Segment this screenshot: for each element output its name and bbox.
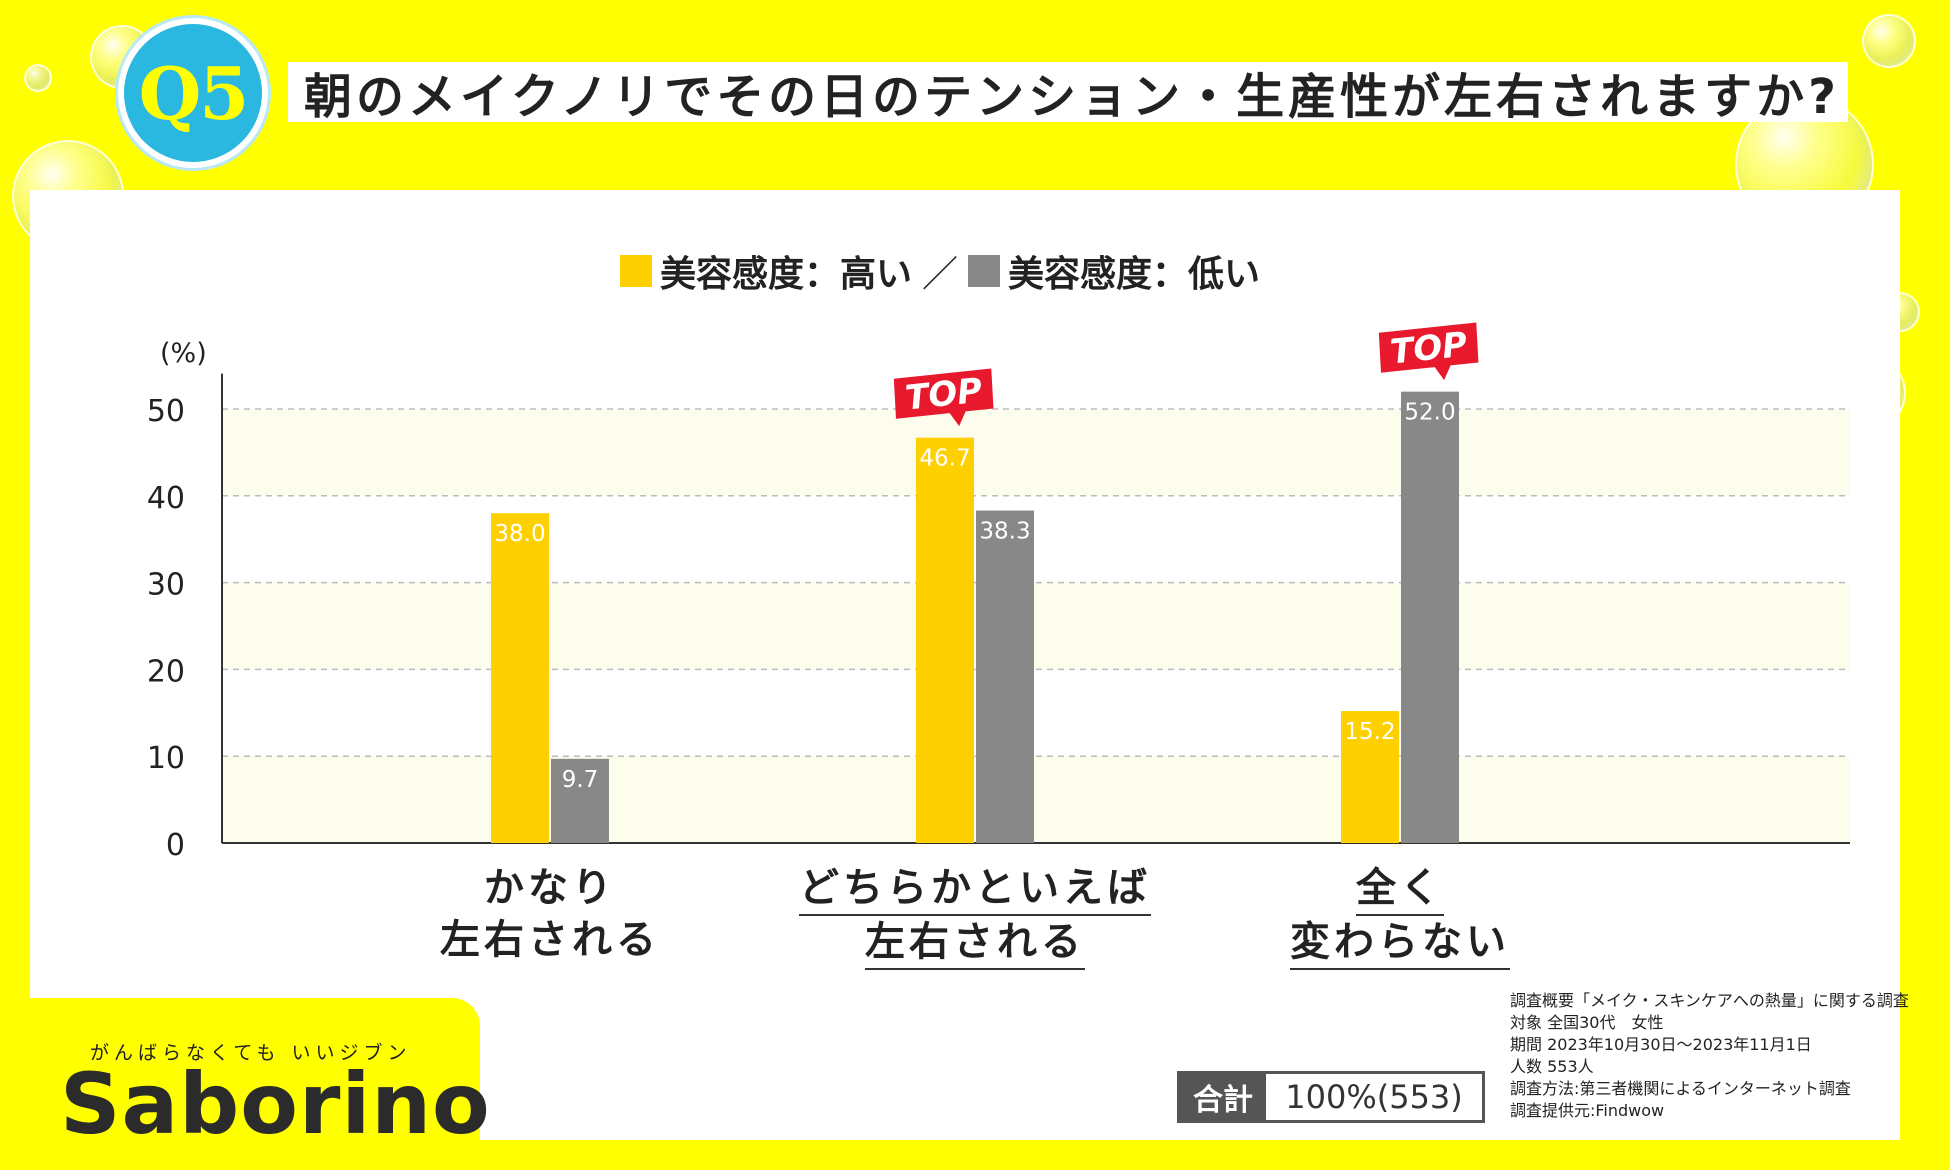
- plot-band: [222, 409, 1850, 496]
- bar: [1401, 391, 1459, 843]
- legend-label-high: 美容感度：高い: [660, 254, 913, 295]
- data-label: 46.7: [919, 446, 970, 472]
- plot-band: [222, 495, 1850, 583]
- top-badge: TOP: [1378, 322, 1479, 381]
- top-badge-shape: [1378, 322, 1479, 381]
- survey-notes: 調査概要「メイク・スキンケアへの熱量」に関する調査 対象 全国30代 女性 期間…: [1510, 990, 1909, 1122]
- y-tick-label: 20: [147, 654, 185, 689]
- survey-line: 期間 2023年10月30日～2023年11月1日: [1510, 1035, 1812, 1054]
- legend-separator: ／: [922, 254, 959, 295]
- bubble-decoration: [1862, 14, 1916, 68]
- data-label: 38.0: [494, 521, 545, 547]
- survey-line: 調査提供元:Findwow: [1510, 1101, 1665, 1120]
- top-badge-label: TOP: [903, 371, 984, 419]
- bar: [976, 510, 1034, 843]
- y-tick-label: 30: [147, 568, 185, 603]
- bar: [1341, 711, 1399, 843]
- question-badge: Q5: [118, 18, 268, 168]
- legend-swatch-high: [620, 255, 652, 287]
- category-label-line2: 左右される: [865, 916, 1085, 970]
- data-label: 52.0: [1404, 400, 1455, 426]
- survey-line: 人数 553人: [1510, 1057, 1594, 1076]
- bar: [916, 437, 974, 843]
- category-label-line1: どちらかといえば: [799, 862, 1151, 916]
- y-tick-label: 10: [147, 741, 185, 776]
- bar: [491, 513, 549, 843]
- total-label: 合計: [1180, 1074, 1266, 1120]
- total-box: 合計 100%(553): [1177, 1071, 1485, 1123]
- top-badge-label: TOP: [1388, 325, 1469, 373]
- title-bar: 朝のメイクノリでその日のテンション・生産性が左右されますか?: [288, 62, 1848, 125]
- category-label-line2: 変わらない: [1290, 916, 1510, 970]
- legend-swatch-low: [968, 255, 1001, 287]
- y-axis-label: (%): [160, 338, 207, 369]
- category-label: かなり 左右される: [400, 862, 700, 966]
- top-badge-shape: [893, 368, 994, 427]
- plot-band: [222, 669, 1850, 757]
- legend-label-low: 美容感度：低い: [1008, 254, 1261, 295]
- category-label: どちらかといえば 左右される: [775, 862, 1175, 970]
- brand-logo: Saborino: [60, 1055, 491, 1153]
- survey-line: 調査方法:第三者機関によるインターネット調査: [1510, 1079, 1851, 1098]
- data-label: 15.2: [1344, 719, 1395, 745]
- data-label: 38.3: [979, 519, 1030, 545]
- brand-tagline: がんばらなくても いいジブン: [90, 1042, 412, 1064]
- plot-band: [222, 756, 1850, 843]
- category-label-line2: 左右される: [440, 917, 660, 963]
- survey-line: 対象 全国30代 女性: [1510, 1013, 1664, 1032]
- plot-band: [222, 582, 1850, 670]
- data-label: 9.7: [562, 767, 599, 793]
- y-tick-label: 50: [147, 394, 185, 429]
- category-label-line1: かなり: [484, 865, 616, 911]
- logo-area: [0, 998, 480, 1170]
- survey-line: 調査概要「メイク・スキンケアへの熱量」に関する調査: [1510, 991, 1909, 1010]
- page-title: 朝のメイクノリでその日のテンション・生産性が左右されますか?: [304, 69, 1841, 125]
- y-tick-label: 0: [166, 828, 185, 863]
- total-value: 100%(553): [1285, 1078, 1463, 1116]
- bubble-decoration: [24, 64, 52, 92]
- category-label-line1: 全く: [1356, 862, 1444, 916]
- chart-legend: 美容感度：高い ／ 美容感度：低い: [620, 246, 1260, 296]
- y-tick-label: 40: [147, 481, 185, 516]
- top-badge: TOP: [893, 368, 994, 427]
- question-number: Q5: [138, 50, 250, 136]
- category-label: 全く 変わらない: [1250, 862, 1550, 970]
- bar: [551, 758, 609, 843]
